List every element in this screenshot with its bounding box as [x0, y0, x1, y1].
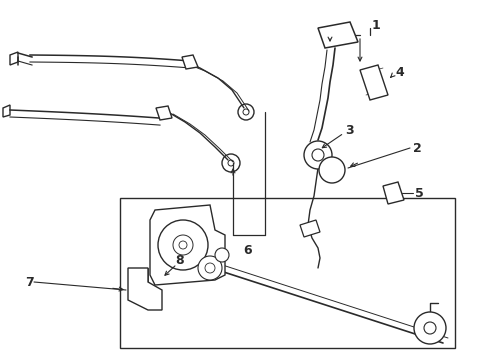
Polygon shape [128, 268, 162, 310]
Polygon shape [120, 198, 455, 348]
Text: 3: 3 [345, 123, 354, 136]
Polygon shape [182, 55, 198, 69]
Text: 8: 8 [175, 253, 184, 266]
Text: 2: 2 [413, 141, 422, 154]
Text: 7: 7 [25, 275, 34, 288]
Text: 1: 1 [372, 18, 381, 32]
Text: 4: 4 [395, 66, 404, 78]
Circle shape [414, 312, 446, 344]
Polygon shape [150, 205, 225, 285]
Polygon shape [383, 182, 404, 204]
Text: 6: 6 [244, 244, 252, 257]
Circle shape [198, 256, 222, 280]
Polygon shape [300, 220, 320, 237]
Circle shape [158, 220, 208, 270]
Text: 5: 5 [415, 186, 424, 199]
Circle shape [319, 157, 345, 183]
Polygon shape [360, 65, 388, 100]
Polygon shape [318, 22, 358, 48]
Polygon shape [156, 106, 172, 120]
Circle shape [215, 248, 229, 262]
Circle shape [304, 141, 332, 169]
